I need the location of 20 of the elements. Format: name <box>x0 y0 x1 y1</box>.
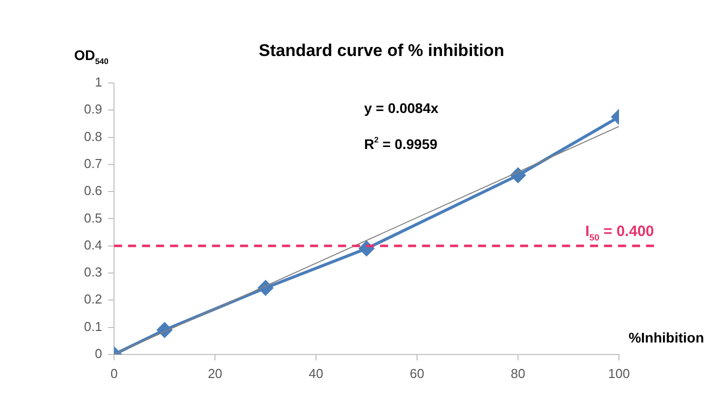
x-tick-label: 80 <box>510 366 526 381</box>
y-tick-label: 0.7 <box>84 156 102 171</box>
x-tick-label: 40 <box>308 366 324 381</box>
chart-title: Standard curve of % inhibition <box>258 41 504 60</box>
x-axis-title: %Inhibition <box>628 329 704 346</box>
x-tick-label: 0 <box>110 366 118 381</box>
x-tick-label: 20 <box>208 366 222 381</box>
y-tick-label: 0.8 <box>84 128 102 144</box>
y-tick-label: 0.3 <box>84 264 102 280</box>
y-tick-label: 0.2 <box>84 292 102 307</box>
x-tick-label: 100 <box>608 366 630 381</box>
x-tick-label: 60 <box>410 366 424 381</box>
annotation: y = 0.0084x <box>364 100 439 116</box>
y-tick-label: 0.4 <box>84 237 102 252</box>
y-tick-label: 0.9 <box>84 102 102 117</box>
y-tick-label: 0.5 <box>84 210 102 226</box>
y-tick-label: 1 <box>94 74 102 90</box>
y-tick-label: 0.1 <box>84 318 102 334</box>
y-tick-label: 0 <box>94 346 102 361</box>
y-tick-label: 0.6 <box>84 183 102 198</box>
